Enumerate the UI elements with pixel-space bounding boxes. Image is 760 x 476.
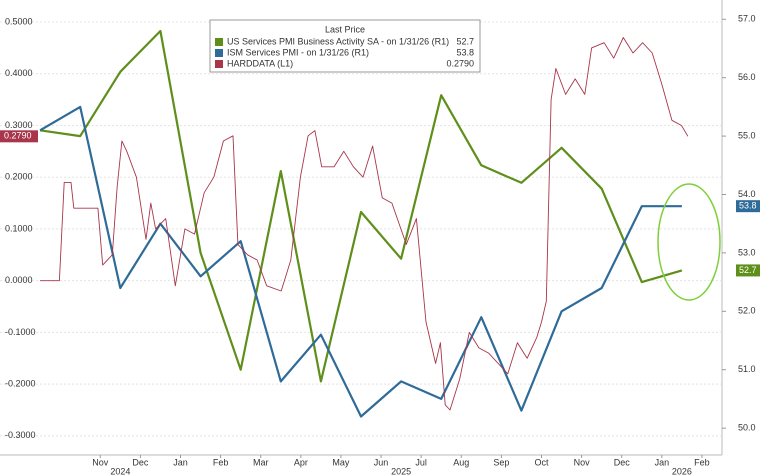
legend-swatch	[215, 38, 223, 46]
x-tick-label: Jun	[374, 457, 389, 467]
x-tick-label: Jan	[173, 457, 188, 467]
y-tick-label: 0.0000	[5, 275, 33, 285]
y-tick-label: 0.4000	[5, 68, 33, 78]
legend-value: 0.2790	[446, 58, 474, 68]
x-tick-label: Jan	[655, 457, 670, 467]
series-line	[39, 29, 683, 383]
highlight-ellipse	[657, 183, 721, 301]
x-tick-label: Jul	[415, 457, 427, 467]
last-value-label: 53.8	[739, 201, 757, 211]
x-tick-label: Feb	[213, 457, 229, 467]
y2-tick-label: 53.0	[738, 247, 756, 257]
x-tick-label: Apr	[294, 457, 308, 467]
x-tick-label: Feb	[694, 457, 710, 467]
legend-title: Last Price	[325, 24, 365, 34]
x-tick-label: Nov	[92, 457, 109, 467]
y-tick-label: -0.3000	[5, 430, 36, 440]
y2-tick-label: 51.0	[738, 364, 756, 374]
y2-tick-label: 54.0	[738, 189, 756, 199]
series-line	[40, 37, 689, 411]
x-tick-label: Dec	[614, 457, 631, 467]
y-tick-label: 0.1000	[5, 223, 33, 233]
legend-swatch	[215, 49, 223, 57]
last-value-badge	[736, 264, 760, 277]
x-tick-label: Sep	[493, 457, 509, 467]
series-line	[39, 105, 682, 418]
y2-tick-label: 57.0	[738, 14, 756, 24]
y-tick-label: -0.2000	[5, 378, 36, 388]
legend: Last Price US Services PMI Business Acti…	[209, 19, 481, 73]
legend-value: 52.7	[456, 36, 474, 46]
last-value-badge	[736, 200, 760, 213]
y2-tick-label: 50.0	[738, 423, 756, 433]
year-label: 2024	[110, 466, 130, 476]
x-tick-label: Oct	[534, 457, 549, 467]
legend-swatch	[215, 60, 223, 68]
year-label: 2026	[672, 466, 692, 476]
year-label: 2025	[391, 466, 411, 476]
y-tick-label: 0.3000	[5, 120, 33, 130]
y2-tick-label: 56.0	[738, 72, 756, 82]
last-value-badge	[0, 130, 38, 143]
y-tick-label: 0.2000	[5, 172, 33, 182]
legend-label: ISM Services PMI - on 1/31/26 (R1)	[227, 47, 369, 57]
legend-label: HARDDATA (L1)	[227, 58, 293, 68]
x-tick-label: Mar	[253, 457, 269, 467]
x-tick-label: Nov	[574, 457, 591, 467]
legend-label: US Services PMI Business Activity SA - o…	[227, 36, 449, 46]
legend-value: 53.8	[456, 47, 474, 57]
x-tick-label: Aug	[453, 457, 469, 467]
y2-tick-label: 55.0	[738, 130, 756, 140]
x-tick-label: May	[332, 457, 350, 467]
x-tick-label: Dec	[132, 457, 149, 467]
legend-box	[209, 19, 481, 73]
last-value-label: 52.7	[739, 265, 757, 275]
y-tick-label: 0.5000	[5, 16, 33, 26]
y2-tick-label: 52.0	[738, 306, 756, 316]
y-tick-label: -0.1000	[5, 327, 36, 337]
last-value-label: 0.2790	[4, 131, 32, 141]
